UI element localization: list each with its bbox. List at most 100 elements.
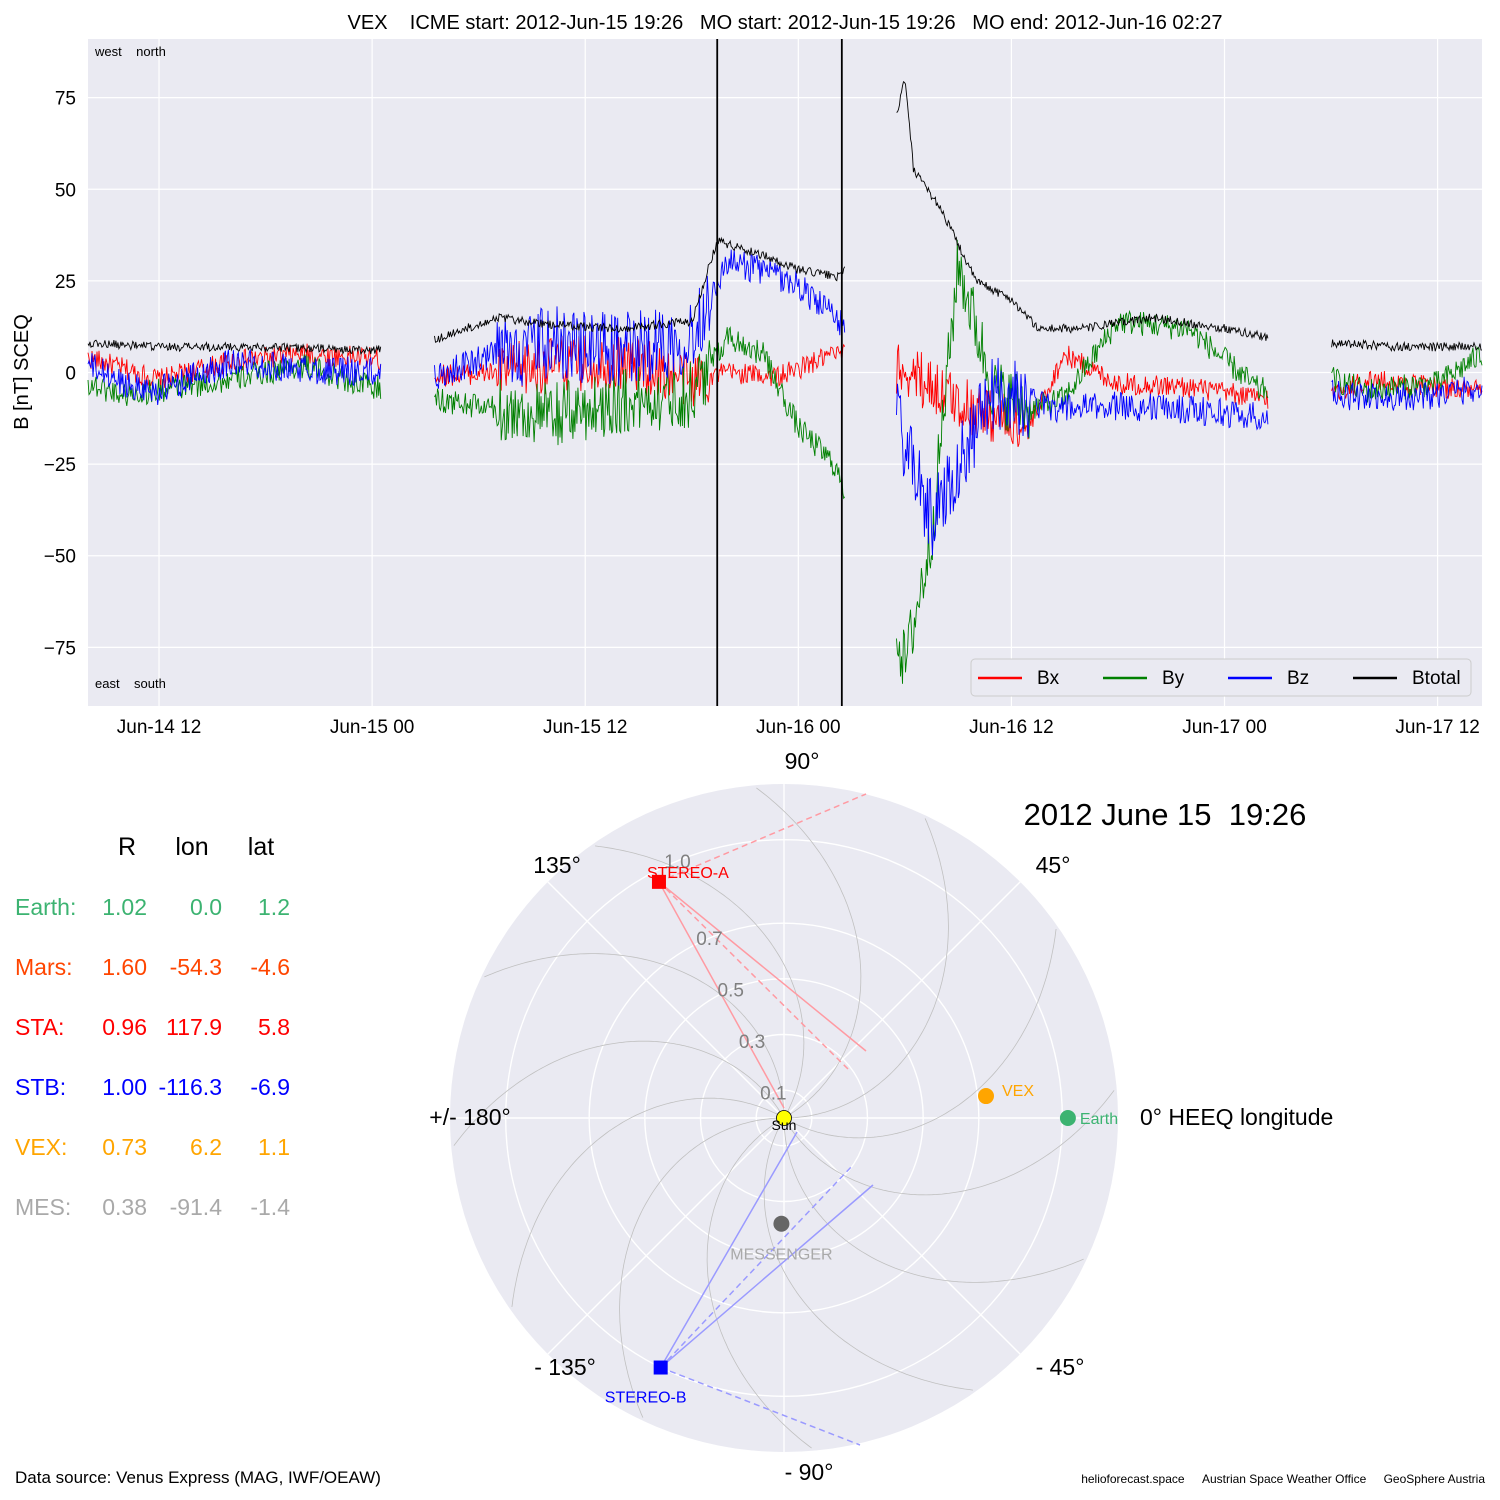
series-by-line (87, 354, 382, 406)
angular-gridline (547, 1117, 785, 1355)
earth-label: Earth (1080, 1111, 1118, 1128)
table-row-label: Earth: (15, 894, 76, 920)
stereo-a-marker (651, 874, 666, 889)
legend-label-bz: Bz (1287, 668, 1309, 689)
polar-grid (450, 784, 1118, 1452)
spiral-line (511, 1097, 780, 1307)
y-tick-label: −75 (44, 638, 76, 659)
hi-fov-line (660, 1131, 798, 1368)
spacecraft-positions: Sun Earth VEX STEREO-A STEREO-B MESSENGER (605, 865, 1118, 1407)
angular-gridline (783, 1117, 1021, 1355)
messenger-label: MESSENGER (730, 1247, 832, 1264)
series-bx-line (1331, 370, 1483, 400)
credit-aswo: Austrian Space Weather Office (1201, 1472, 1367, 1486)
y-tick-label: 50 (55, 180, 76, 201)
legend-label-btotal: Btotal (1412, 668, 1461, 689)
x-tick-label: Jun-14 12 (117, 717, 202, 738)
data-source-note: Data source: Venus Express (MAG, IWF/OEA… (15, 1468, 381, 1487)
hi-fov-line (660, 1184, 874, 1369)
time-series-ticks: Jun-14 12 Jun-15 00 Jun-15 12 Jun-16 00 Jun-… (44, 89, 1480, 738)
vex-marker (977, 1088, 994, 1105)
hi-fov-line (658, 881, 785, 1109)
series-by-line (1331, 346, 1483, 403)
series-btotal-line (434, 236, 846, 343)
angle-labels: 0° HEEQ longitude 45° 90° 135° +/- 180° - 135… (429, 748, 1333, 1485)
stereo-b-marker (653, 1360, 668, 1375)
hi-fov-line (660, 1164, 854, 1369)
series-bz-line (896, 357, 1269, 556)
angle-label: 0° HEEQ longitude (1140, 1104, 1333, 1130)
x-tick-label: Jun-16 12 (969, 717, 1054, 738)
polar-position-panel: 0.1 0.3 0.5 0.7 1.0 0° HEEQ longitude 45° 90° 1… (429, 748, 1333, 1485)
y-tick-label: −50 (44, 547, 76, 568)
table-cell-r: 1.00 (102, 1074, 147, 1100)
series-by-line (434, 326, 846, 500)
x-tick-label: Jun-15 00 (330, 717, 415, 738)
spiral-line (788, 929, 1057, 1139)
credit-helioforecast: helioforecast.space (1081, 1472, 1185, 1486)
hi-fov-line (658, 881, 849, 1070)
spiral-line (595, 845, 805, 1114)
sun-label: Sun (772, 1117, 797, 1133)
table-cell-lon: 0.0 (190, 894, 222, 920)
table-cell-lat: 1.1 (258, 1134, 290, 1160)
spiral-line (484, 953, 785, 1113)
credits: helioforecast.space Austrian Space Weath… (1067, 1472, 1485, 1486)
spiral-line (706, 1120, 812, 1449)
series-by-line (896, 239, 1269, 684)
positions-table: R lon lat Earth: 1.02 0.0 1.2 Mars: 1.60 -54.3… (15, 833, 290, 1220)
series-btotal-line (896, 80, 1269, 342)
stereo-a-label: STEREO-A (647, 865, 729, 882)
parker-spiral-lines (453, 787, 1115, 1449)
legend-label-bx: Bx (1037, 668, 1060, 689)
corner-label-top: west north (94, 44, 166, 59)
table-cell-lon: 117.9 (166, 1014, 222, 1040)
earth-marker (1059, 1110, 1076, 1126)
credit-geosphere: GeoSphere Austria (1383, 1472, 1485, 1486)
table-cell-lon: 6.2 (190, 1134, 222, 1160)
y-tick-label: 75 (55, 89, 76, 110)
table-cell-lat: -1.4 (250, 1194, 290, 1220)
angle-label: 90° (785, 748, 820, 774)
table-cell-r: 0.73 (102, 1134, 147, 1160)
radial-tick-label: 1.0 (664, 852, 690, 873)
table-cell-lon: -91.4 (170, 1194, 223, 1220)
y-axis-label: B [nT] SCEQ (11, 314, 33, 430)
table-cell-lat: 1.2 (258, 894, 290, 920)
time-series-grid (88, 39, 1482, 706)
radial-tick-label: 0.3 (739, 1032, 765, 1053)
table-header-lon: lon (175, 833, 208, 861)
table-cell-r: 1.60 (102, 954, 147, 980)
x-tick-label: Jun-16 00 (756, 717, 841, 738)
table-row-label: STB: (15, 1074, 66, 1100)
angle-label: 45° (1036, 852, 1071, 878)
messenger-marker (773, 1215, 790, 1232)
spiral-line (789, 818, 949, 1119)
table-row-label: STA: (15, 1014, 64, 1040)
series-bx-line (896, 344, 1269, 448)
radial-tick-labels: 0.1 0.3 0.5 0.7 1.0 (664, 852, 786, 1104)
sun-marker (776, 1110, 792, 1126)
y-tick-label: −25 (44, 455, 76, 476)
table-cell-lon: -54.3 (170, 954, 222, 980)
hi-fov-lines (658, 793, 874, 1446)
angle-label: - 135° (534, 1354, 596, 1380)
angle-label: +/- 180° (429, 1104, 510, 1130)
angle-label: 135° (533, 852, 581, 878)
legend-box (970, 658, 1472, 697)
hi-fov-line (660, 1366, 861, 1446)
spiral-line (756, 787, 862, 1116)
time-series-panel: Jun-14 12 Jun-15 00 Jun-15 12 Jun-16 00 Jun-… (11, 12, 1483, 738)
table-cell-lat: -4.6 (250, 954, 290, 980)
corner-label-bottom: east south (95, 676, 166, 691)
series-bz-line (434, 249, 846, 389)
y-tick-label: 0 (65, 364, 76, 385)
spiral-line (619, 1117, 779, 1418)
angle-label: - 45° (1036, 1354, 1085, 1380)
time-series-lines (87, 80, 1483, 684)
table-cell-lon: -116.3 (158, 1074, 222, 1100)
hi-fov-line (658, 881, 867, 1052)
table-row-label: VEX: (15, 1134, 67, 1160)
table-header-lat: lat (248, 833, 274, 861)
